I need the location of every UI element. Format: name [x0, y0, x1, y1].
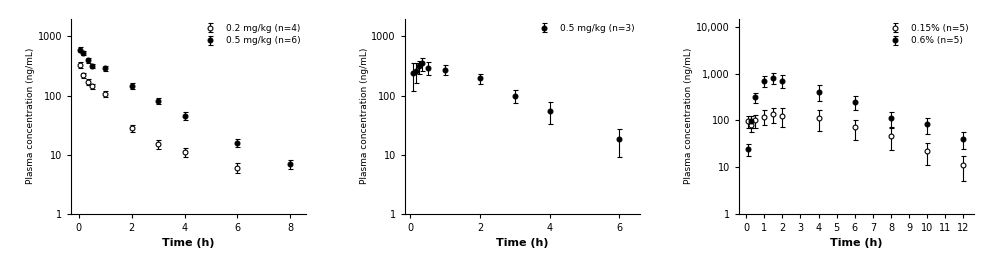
- Y-axis label: Plasma concentration (ng/mL): Plasma concentration (ng/mL): [26, 48, 35, 184]
- Y-axis label: Plasma concentration (ng/mL): Plasma concentration (ng/mL): [684, 48, 693, 184]
- X-axis label: Time (h): Time (h): [496, 238, 549, 248]
- Legend: 0.5 mg/kg (n=3): 0.5 mg/kg (n=3): [530, 21, 638, 36]
- X-axis label: Time (h): Time (h): [830, 238, 882, 248]
- X-axis label: Time (h): Time (h): [163, 238, 215, 248]
- Y-axis label: Plasma concentration (ng/mL): Plasma concentration (ng/mL): [360, 48, 369, 184]
- Legend: 0.15% (n=5), 0.6% (n=5): 0.15% (n=5), 0.6% (n=5): [881, 21, 971, 48]
- Legend: 0.2 mg/kg (n=4), 0.5 mg/kg (n=6): 0.2 mg/kg (n=4), 0.5 mg/kg (n=6): [196, 21, 304, 48]
